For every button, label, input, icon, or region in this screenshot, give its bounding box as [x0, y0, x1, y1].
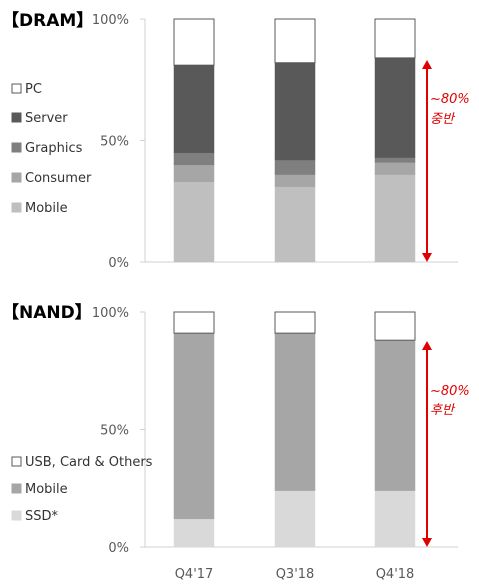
- legend-label-server: Server: [25, 111, 68, 126]
- legend-label-ssd: SSD*: [25, 509, 59, 524]
- y-tick-label: 50%: [100, 424, 129, 439]
- y-tick-label: 100%: [92, 306, 129, 321]
- legend-label-mobile: Mobile: [25, 201, 68, 216]
- annotation-arrow-head-up: [422, 60, 432, 69]
- bar-segment-mobile: [173, 181, 215, 263]
- bar-segment-server: [374, 57, 416, 158]
- legend-swatch-consumer: [11, 172, 22, 183]
- annotation-arrow-head-down: [422, 538, 432, 547]
- x-tick-label: Q4'17: [175, 567, 214, 582]
- bar-segment-consumer: [374, 162, 416, 175]
- bar-segment-ssd: [274, 490, 316, 548]
- bar-segment-pc: [173, 18, 215, 66]
- bar-segment-usb-card-others: [274, 311, 316, 334]
- bar-segment-ssd: [374, 490, 416, 548]
- legend-label-usb-card-others: USB, Card & Others: [25, 455, 153, 470]
- bar-segment-pc: [374, 18, 416, 59]
- bar-segment-pc: [274, 18, 316, 64]
- bar-segment-usb-card-others: [374, 311, 416, 341]
- annotation-arrow-head-up: [422, 341, 432, 350]
- y-tick-label: 100%: [92, 13, 129, 28]
- legend-label-graphics: Graphics: [25, 141, 83, 156]
- bar-segment-mobile: [173, 332, 215, 520]
- annotation-value-label: ~80%: [430, 92, 470, 107]
- legend-swatch-usb-card-others: [11, 456, 22, 467]
- bar-segment-consumer: [173, 164, 215, 183]
- bar-segment-server: [173, 64, 215, 153]
- nand-chart: 【NAND】 100% 50% 0% USB, Card & Others Mobile S…: [2, 302, 470, 556]
- bar-segment-mobile: [274, 332, 316, 491]
- legend-label-mobile: Mobile: [25, 482, 68, 497]
- bar-segment-usb-card-others: [173, 311, 215, 334]
- bar-segment-graphics: [374, 157, 416, 163]
- annotation-text: 후반: [430, 403, 456, 418]
- y-tick-label: 0%: [108, 256, 129, 271]
- bar-segment-graphics: [274, 159, 316, 175]
- legend-label-pc: PC: [25, 82, 42, 97]
- annotation-arrow-head-down: [422, 253, 432, 262]
- x-tick-label: Q3'18: [276, 567, 315, 582]
- legend-swatch-pc: [11, 83, 22, 94]
- x-axis-labels: Q4'17 Q3'18 Q4'18: [175, 567, 415, 582]
- annotation-text: 중반: [430, 112, 456, 127]
- nand-chart-title: 【NAND】: [2, 302, 92, 323]
- legend-swatch-mobile: [11, 202, 22, 213]
- bar-segment-graphics: [173, 152, 215, 166]
- y-tick-label: 50%: [100, 135, 129, 150]
- bar-segment-ssd: [173, 518, 215, 548]
- bar-segment-mobile: [374, 339, 416, 491]
- y-tick-label: 0%: [108, 541, 129, 556]
- x-tick-label: Q4'18: [376, 567, 415, 582]
- legend-swatch-ssd: [11, 510, 22, 521]
- legend-label-consumer: Consumer: [25, 171, 92, 186]
- bar-segment-mobile: [274, 186, 316, 263]
- bar-segment-consumer: [274, 174, 316, 187]
- bar-segment-mobile: [374, 174, 416, 263]
- legend-swatch-graphics: [11, 142, 22, 153]
- legend-swatch-server: [11, 112, 22, 123]
- bar-segment-server: [274, 62, 316, 161]
- dram-chart-title: 【DRAM】: [2, 10, 93, 31]
- dram-chart: 【DRAM】100% 50% 0% PC Server Graphics Consumer M…: [2, 10, 470, 271]
- legend-swatch-mobile: [11, 483, 22, 494]
- annotation-value-label: ~80%: [430, 384, 470, 399]
